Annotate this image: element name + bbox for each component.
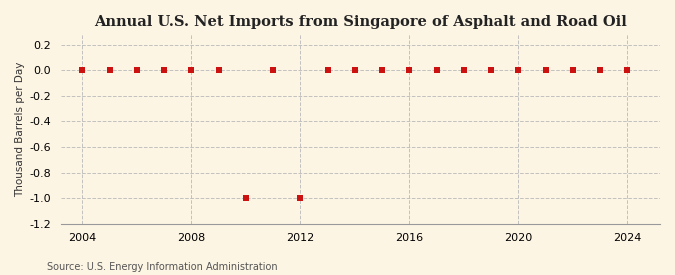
Title: Annual U.S. Net Imports from Singapore of Asphalt and Road Oil: Annual U.S. Net Imports from Singapore o… bbox=[94, 15, 627, 29]
Text: Source: U.S. Energy Information Administration: Source: U.S. Energy Information Administ… bbox=[47, 262, 278, 272]
Y-axis label: Thousand Barrels per Day: Thousand Barrels per Day bbox=[15, 61, 25, 197]
